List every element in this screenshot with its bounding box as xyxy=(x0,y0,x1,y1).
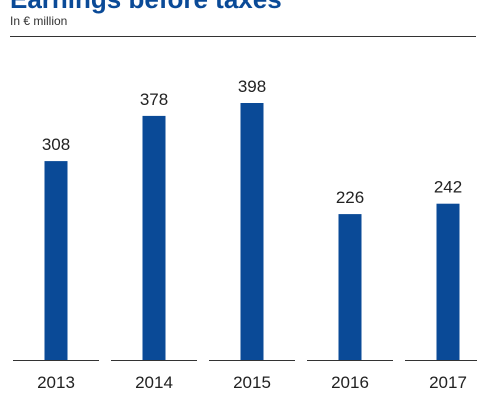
x-tick-label: 2015 xyxy=(233,373,271,392)
bar-value-label: 398 xyxy=(238,77,266,96)
chart-title: Earnings before taxes xyxy=(10,0,282,12)
bar-2013 xyxy=(44,161,68,360)
bar-value-label: 226 xyxy=(336,188,364,207)
bar-2016 xyxy=(338,214,362,360)
x-tick-label: 2017 xyxy=(429,373,467,392)
bar-2014 xyxy=(142,115,166,361)
bar-value-label: 378 xyxy=(140,90,168,109)
bar-value-label: 308 xyxy=(42,135,70,154)
bar-2015 xyxy=(240,103,264,360)
chart-subtitle: In € million xyxy=(10,14,68,28)
title-divider xyxy=(10,36,476,37)
x-tick-label: 2016 xyxy=(331,373,369,392)
x-tick-label: 2013 xyxy=(37,373,75,392)
x-tick-label: 2014 xyxy=(135,373,173,392)
bar-value-label: 242 xyxy=(434,178,462,197)
bar-2017 xyxy=(436,203,460,360)
